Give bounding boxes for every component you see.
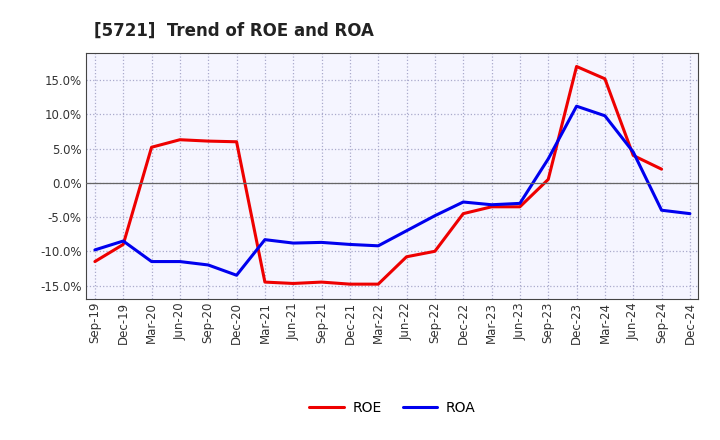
ROE bbox=[289, 281, 297, 286]
Line: ROE: ROE bbox=[95, 66, 662, 284]
ROA bbox=[685, 211, 694, 216]
ROA bbox=[261, 237, 269, 242]
ROA bbox=[119, 238, 127, 244]
ROE bbox=[402, 254, 411, 260]
ROE bbox=[459, 211, 467, 216]
ROA bbox=[374, 243, 382, 249]
ROA bbox=[487, 202, 496, 207]
ROE bbox=[204, 139, 212, 144]
ROA bbox=[91, 247, 99, 253]
Text: [5721]  Trend of ROE and ROA: [5721] Trend of ROE and ROA bbox=[94, 22, 374, 40]
ROA bbox=[516, 201, 524, 206]
ROE bbox=[431, 249, 439, 254]
ROE bbox=[318, 279, 326, 285]
ROE bbox=[374, 282, 382, 287]
ROA bbox=[600, 113, 609, 118]
ROE bbox=[176, 137, 184, 143]
ROE bbox=[629, 153, 637, 158]
ROE bbox=[91, 259, 99, 264]
ROA bbox=[204, 262, 212, 268]
ROE bbox=[657, 166, 666, 172]
Line: ROA: ROA bbox=[95, 106, 690, 275]
ROE bbox=[119, 242, 127, 247]
ROE bbox=[487, 204, 496, 209]
ROE bbox=[233, 139, 241, 144]
ROE bbox=[148, 145, 156, 150]
Legend: ROE, ROA: ROE, ROA bbox=[304, 395, 481, 420]
ROA bbox=[289, 240, 297, 246]
ROA bbox=[318, 240, 326, 245]
ROE bbox=[261, 279, 269, 285]
ROA bbox=[459, 199, 467, 205]
ROA bbox=[402, 228, 411, 233]
ROA bbox=[233, 273, 241, 278]
ROA bbox=[657, 208, 666, 213]
ROE bbox=[516, 204, 524, 209]
ROA bbox=[346, 242, 354, 247]
ROA bbox=[176, 259, 184, 264]
ROA bbox=[431, 213, 439, 218]
ROE bbox=[346, 282, 354, 287]
ROA bbox=[629, 150, 637, 155]
ROE bbox=[572, 64, 581, 69]
ROA bbox=[544, 156, 552, 161]
ROA bbox=[572, 103, 581, 109]
ROA bbox=[148, 259, 156, 264]
ROE bbox=[544, 177, 552, 182]
ROE bbox=[600, 76, 609, 81]
